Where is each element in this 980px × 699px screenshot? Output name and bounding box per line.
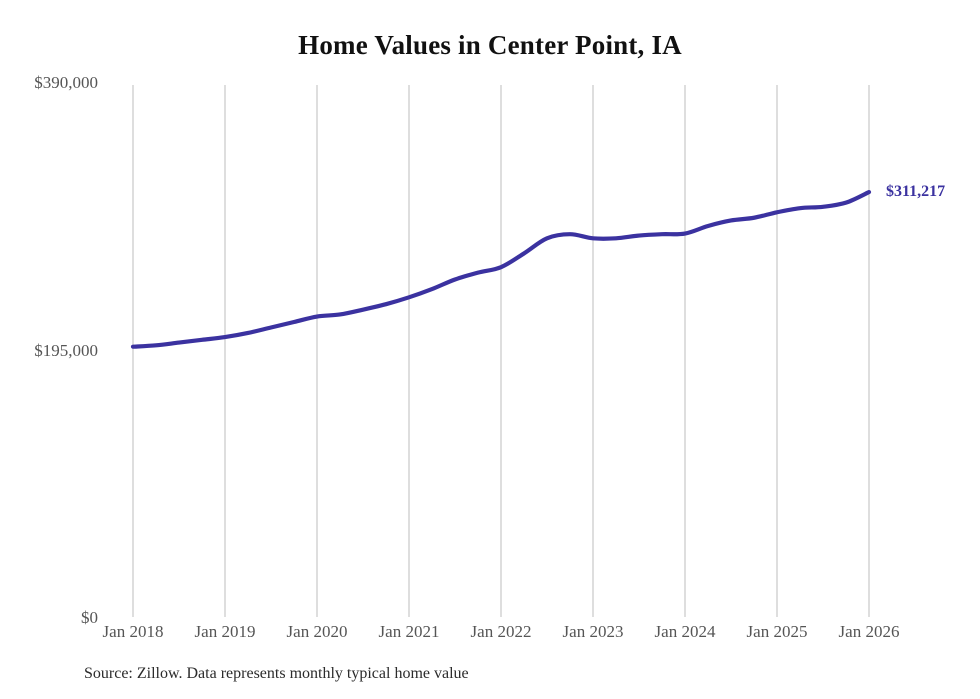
chart-title: Home Values in Center Point, IA bbox=[298, 30, 682, 60]
x-tick-label: Jan 2021 bbox=[378, 622, 440, 641]
home-value-line bbox=[130, 189, 872, 349]
source-note: Source: Zillow. Data represents monthly … bbox=[84, 665, 469, 682]
x-tick-label: Jan 2023 bbox=[562, 622, 624, 641]
y-tick-label: $195,000 bbox=[34, 340, 98, 360]
x-tick-label: Jan 2026 bbox=[838, 622, 900, 641]
y-tick-label: $0 bbox=[81, 608, 98, 627]
x-tick-label: Jan 2019 bbox=[194, 622, 256, 641]
end-point-value-label: $311,217 bbox=[886, 183, 946, 201]
x-tick-label: Jan 2025 bbox=[746, 622, 808, 641]
y-tick-label: $390,000 bbox=[34, 73, 98, 92]
x-tick-label: Jan 2018 bbox=[102, 622, 164, 641]
x-tick-label: Jan 2024 bbox=[654, 622, 716, 641]
x-tick-label: Jan 2020 bbox=[286, 622, 348, 641]
x-tick-label: Jan 2022 bbox=[470, 622, 532, 641]
x-gridlines bbox=[132, 85, 870, 617]
